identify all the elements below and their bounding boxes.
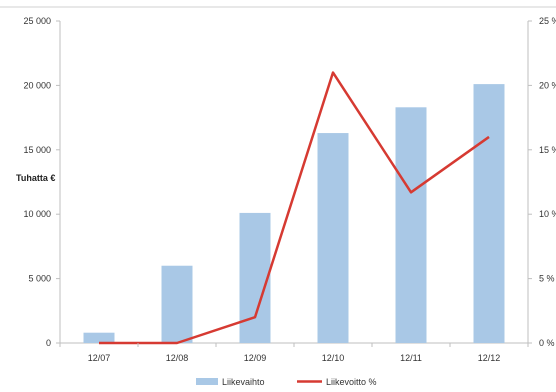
legend-label-liikevoitto: Liikevoitto % [326,377,377,387]
right-tick-label: 0 % [539,338,555,348]
right-tick-label: 10 % [539,209,556,219]
right-tick-label: 15 % [539,145,556,155]
left-tick-label: 20 000 [23,80,51,90]
x-tick-label: 12/08 [166,353,189,363]
x-axis-ticks: 12/07 12/08 12/09 12/10 12/11 12/12 [59,343,529,363]
x-tick-label: 12/12 [478,353,501,363]
legend-label-liikevaihto: Liikevaihto [222,377,265,387]
left-tick-label: 5 000 [28,274,51,284]
right-tick-label: 5 % [539,274,555,284]
x-tick-label: 12/10 [322,353,345,363]
legend-swatch-liikevaihto [196,378,218,385]
x-tick-label: 12/09 [244,353,267,363]
x-tick-label: 12/11 [400,353,422,363]
bar-12-07 [83,332,115,343]
right-tick-label: 25 % [539,16,556,26]
legend: Liikevaihto Liikevoitto % [196,377,377,387]
left-tick-label: 0 [46,338,51,348]
right-axis-ticks: 0 % 5 % 10 % 15 % 20 % 25 % [528,16,556,348]
x-tick-label: 12/07 [88,353,111,363]
left-tick-label: 15 000 [23,145,51,155]
bar-12-10 [317,133,349,343]
bar-12-11 [395,107,427,344]
left-axis-ticks: 0 5 000 10 000 15 000 20 000 25 000 [23,16,60,348]
line-series-liikevoitto [99,71,490,345]
y-axis-label: Tuhatta € [16,173,55,183]
left-tick-label: 10 000 [23,209,51,219]
bar-12-12 [473,84,505,343]
bar-12-08 [161,265,193,343]
bar-series [83,84,505,344]
right-tick-label: 20 % [539,80,556,90]
bar-12-09 [239,212,271,343]
left-tick-label: 25 000 [23,16,51,26]
